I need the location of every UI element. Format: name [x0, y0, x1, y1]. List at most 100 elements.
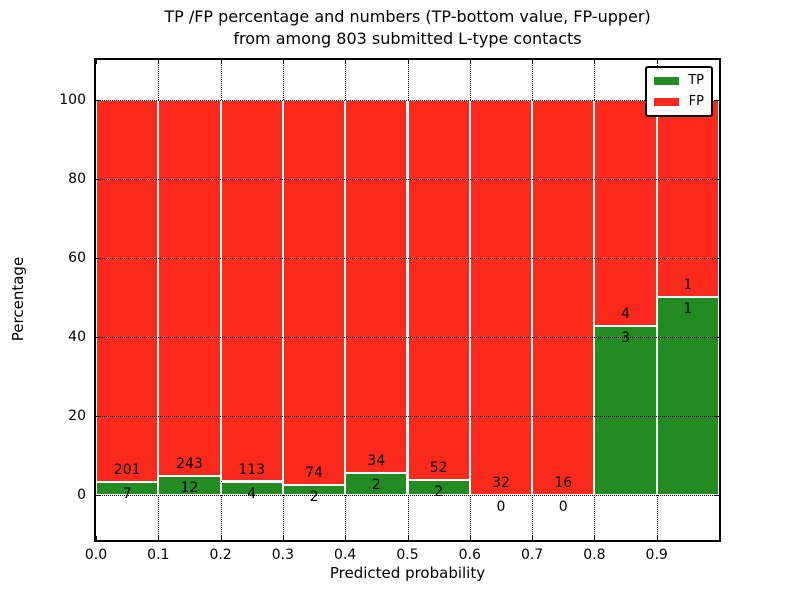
x-tick-mark: [220, 60, 222, 64]
x-tick-label: 0.6: [458, 547, 481, 563]
x-tick-label: 0.5: [396, 547, 419, 563]
fp-count-label: 1: [683, 277, 693, 294]
horizontal-gridline: [96, 99, 719, 101]
fp-count-label: 74: [305, 464, 323, 481]
y-tick-mark: [715, 257, 719, 259]
x-tick-mark: [407, 536, 409, 540]
x-tick-mark: [407, 60, 409, 64]
y-tick-label: 40: [68, 328, 86, 345]
y-tick-mark: [715, 178, 719, 180]
y-tick-label: 60: [68, 249, 86, 266]
x-tick-mark: [532, 60, 534, 64]
x-tick-mark: [594, 536, 596, 540]
y-tick-mark: [715, 495, 719, 496]
y-tick-mark: [715, 416, 719, 417]
horizontal-gridline: [96, 178, 719, 180]
chart-title: TP /FP percentage and numbers (TP-bottom…: [94, 6, 721, 50]
fp-count-label: 201: [113, 461, 141, 478]
x-tick-label: 0.3: [271, 547, 295, 563]
fp-count-label: 113: [238, 461, 266, 478]
x-tick-mark: [282, 60, 284, 64]
tp-count-label: 0: [558, 499, 568, 515]
x-tick-mark: [96, 60, 97, 64]
y-tick-label: 100: [59, 91, 86, 108]
horizontal-gridline: [96, 336, 719, 338]
bar-segment-tp: [282, 484, 346, 495]
tp-count-label: 3: [621, 329, 630, 346]
y-tick-mark: [96, 257, 100, 259]
x-tick-mark: [345, 536, 347, 540]
x-tick-label: 0.2: [209, 547, 232, 563]
y-tick-mark: [96, 336, 100, 338]
x-tick-label: 0.0: [84, 547, 108, 563]
fp-count-label: 34: [367, 453, 386, 469]
legend-item: TP: [647, 72, 711, 88]
bar-segment-fp: [282, 99, 346, 485]
tp-swatch-icon: [654, 76, 679, 85]
horizontal-gridline: [96, 416, 719, 417]
y-tick-label: 80: [68, 170, 86, 187]
y-tick-mark: [715, 336, 719, 338]
x-tick-mark: [656, 60, 658, 64]
fp-count-label: 243: [176, 456, 203, 473]
x-tick-mark: [594, 60, 596, 64]
y-tick-mark: [96, 99, 100, 101]
legend: TP FP: [645, 66, 713, 117]
bar-segment-tp: [220, 481, 283, 495]
x-tick-mark: [469, 60, 471, 64]
fp-count-label: 16: [554, 475, 573, 491]
bar-segment-tp: [594, 325, 657, 495]
y-tick-label: 0: [77, 487, 86, 503]
y-axis-label: Percentage: [9, 256, 27, 342]
x-tick-label: 0.4: [334, 547, 357, 563]
x-axis-label: Predicted probability: [329, 564, 486, 582]
x-tick-mark: [469, 536, 471, 540]
tp-count-label: 7: [122, 485, 132, 502]
horizontal-gridline: [96, 257, 719, 259]
x-tick-label: 0.7: [520, 547, 544, 563]
x-tick-mark: [656, 536, 658, 540]
tp-count-label: 4: [247, 485, 257, 502]
y-tick-mark: [96, 495, 100, 496]
chart-title-line1: TP /FP percentage and numbers (TP-bottom…: [164, 7, 651, 26]
x-tick-mark: [532, 536, 534, 540]
tp-count-label: 0: [496, 499, 506, 515]
x-tick-mark: [96, 536, 97, 540]
tp-count-label: 12: [180, 480, 199, 497]
x-tick-label: 0.1: [147, 547, 170, 563]
chart-title-line2: from among 803 submitted L-type contacts: [233, 29, 582, 48]
plot-area: 201 7 243 12 113 4 74 2 34 2 52 2 32 0 16 0 4 3 1 1 TP FP: [94, 58, 721, 542]
bar-segment-tp: [345, 473, 408, 495]
legend-label: TP: [688, 72, 704, 88]
tp-count-label: 2: [371, 477, 381, 493]
x-tick-label: 0.9: [645, 547, 668, 563]
bar-segment-fp: [656, 99, 719, 298]
tp-count-label: 2: [309, 488, 319, 505]
bar-segment-fp: [345, 99, 408, 473]
bar-segment-fp: [96, 99, 159, 482]
bar-segment-fp: [407, 99, 470, 481]
fp-count-label: 32: [492, 475, 510, 491]
x-tick-mark: [220, 536, 222, 540]
bar-segment-fp: [220, 99, 283, 482]
y-tick-mark: [715, 99, 719, 101]
bar-segment-fp: [532, 99, 595, 495]
fp-count-label: 52: [429, 460, 448, 477]
x-tick-mark: [345, 60, 347, 64]
x-tick-mark: [158, 536, 160, 540]
horizontal-gridline: [96, 495, 719, 496]
legend-item: FP: [647, 95, 711, 109]
tp-count-label: 2: [434, 484, 444, 501]
bar-segment-tp: [407, 480, 470, 495]
fp-swatch-icon: [654, 98, 679, 107]
fp-count-label: 4: [621, 305, 630, 322]
legend-label: FP: [688, 94, 704, 110]
bar-segment-fp: [469, 99, 533, 495]
y-tick-mark: [96, 178, 100, 180]
bar-segment-fp: [594, 99, 657, 326]
tp-count-label: 1: [683, 301, 693, 318]
bar-segment-tp: [656, 297, 719, 495]
bar-segment-fp: [158, 99, 221, 477]
x-tick-label: 0.8: [583, 547, 606, 563]
